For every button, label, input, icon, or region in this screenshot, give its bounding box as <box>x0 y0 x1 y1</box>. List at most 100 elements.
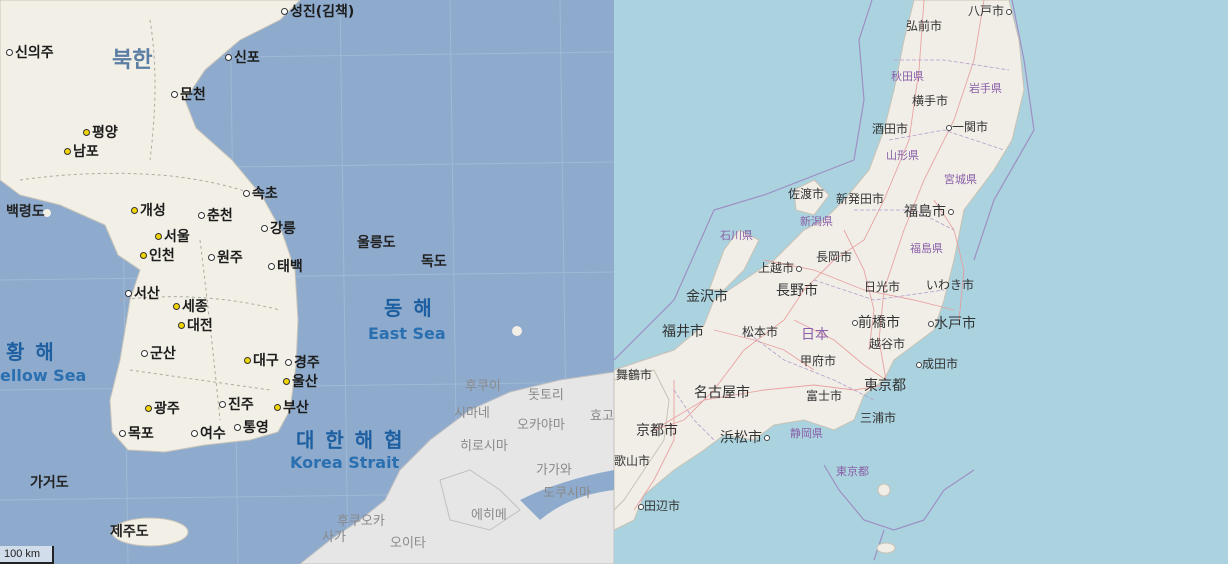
nation-label: 日本 <box>801 327 829 343</box>
region-label: 시마네 <box>454 406 490 421</box>
city-marker-icon <box>225 53 232 61</box>
city-label[interactable]: 長岡市 <box>816 250 853 264</box>
city-label[interactable]: 上越市 <box>758 262 803 274</box>
city-marker-icon <box>208 253 215 261</box>
sea-east-en: East Sea <box>368 324 446 343</box>
city-label[interactable]: 富士市 <box>806 389 843 403</box>
city-marker-icon <box>261 224 268 232</box>
city-label[interactable]: 대구 <box>244 354 279 368</box>
city-label[interactable]: 태백 <box>268 260 303 274</box>
city-label[interactable]: 개성 <box>131 204 166 218</box>
capital-marker-icon <box>145 404 152 412</box>
city-label[interactable]: 舞鶴市 <box>616 368 653 382</box>
prefecture-label: 山形県 <box>886 149 919 162</box>
city-label[interactable]: 日光市 <box>864 280 901 294</box>
city-label[interactable]: 군산 <box>141 347 176 361</box>
city-label[interactable]: 松本市 <box>742 325 779 339</box>
city-label[interactable]: 弘前市 <box>906 19 943 33</box>
city-label[interactable]: 福島市 <box>904 205 954 219</box>
city-marker-icon <box>268 262 275 270</box>
city-label[interactable]: 成田市 <box>914 358 958 370</box>
city-label[interactable]: 名古屋市 <box>694 385 750 401</box>
city-label[interactable]: 水戸市 <box>926 317 976 331</box>
city-label[interactable]: 浜松市 <box>720 431 770 445</box>
capital-marker-icon <box>64 147 71 155</box>
city-label[interactable]: 평양 <box>83 126 118 140</box>
city-label[interactable]: 속초 <box>243 187 278 201</box>
city-label[interactable]: 前橋市 <box>850 316 900 330</box>
city-marker-icon <box>243 189 250 197</box>
capital-marker-icon <box>244 356 251 364</box>
island-label: 울릉도 <box>357 235 396 251</box>
city-label[interactable]: 통영 <box>234 421 269 435</box>
city-marker-icon <box>141 349 148 357</box>
region-label: 가가와 <box>536 463 572 478</box>
region-label: 오이타 <box>390 536 426 551</box>
city-label[interactable]: 田辺市 <box>636 500 680 512</box>
city-label[interactable]: 춘천 <box>198 209 233 223</box>
city-label[interactable]: 東京都 <box>864 378 906 394</box>
city-marker-icon <box>6 48 13 56</box>
city-label[interactable]: 酒田市 <box>872 122 909 136</box>
city-label[interactable]: 金沢市 <box>686 289 728 305</box>
city-label[interactable]: 서울 <box>155 230 190 244</box>
city-label[interactable]: 八戸市 <box>968 5 1013 17</box>
island-label: 백령도 <box>6 204 45 220</box>
prefecture-label: 静岡県 <box>790 427 823 440</box>
city-label[interactable]: 신포 <box>225 51 260 65</box>
city-label[interactable]: 강릉 <box>261 222 296 236</box>
city-label[interactable]: 진주 <box>219 398 254 412</box>
city-label[interactable]: 경주 <box>285 356 320 370</box>
city-marker-icon <box>916 361 922 368</box>
city-label[interactable]: 남포 <box>64 145 99 159</box>
city-label[interactable]: いわき市 <box>926 278 975 292</box>
japan-map[interactable]: 八戸市 弘前市 秋田県 岩手県 横手市 一関市 酒田市 山形県 宮城県 佐渡市 … <box>614 0 1228 564</box>
city-label[interactable]: 성진(김책) <box>281 5 354 19</box>
capital-marker-icon <box>83 128 90 136</box>
city-label[interactable]: 여수 <box>191 427 226 441</box>
city-label[interactable]: 甲府市 <box>800 354 837 368</box>
capital-marker-icon <box>178 321 185 329</box>
city-marker-icon <box>171 90 178 98</box>
island-label: 독도 <box>421 254 447 270</box>
city-marker-icon <box>119 429 126 437</box>
city-label[interactable]: 佐渡市 <box>788 187 825 201</box>
city-label[interactable]: 京都市 <box>636 423 678 439</box>
city-label[interactable]: 福井市 <box>662 324 704 340</box>
city-label[interactable]: 越谷市 <box>869 337 906 351</box>
strait-en: Korea Strait <box>290 453 400 472</box>
city-label[interactable]: 부산 <box>274 401 309 415</box>
region-label: 사가 <box>322 530 346 545</box>
city-marker-icon <box>191 429 198 437</box>
city-label[interactable]: 원주 <box>208 251 243 265</box>
city-label[interactable]: 歌山市 <box>614 454 651 468</box>
city-marker-icon <box>852 320 858 326</box>
city-label[interactable]: 세종 <box>173 300 208 314</box>
city-marker-icon <box>948 209 954 215</box>
city-label[interactable]: 인천 <box>140 249 175 263</box>
city-label[interactable]: 신의주 <box>6 46 54 60</box>
korea-map[interactable]: 북한 동 해 East Sea 황 해 ellow Sea 대 한 해 협 Ko… <box>0 0 614 564</box>
prefecture-label: 新潟県 <box>800 215 833 228</box>
capital-marker-icon <box>283 377 290 385</box>
region-label: 히로시마 <box>460 439 508 454</box>
city-label[interactable]: 長野市 <box>776 283 818 299</box>
city-label[interactable]: 목포 <box>119 427 154 441</box>
city-label[interactable]: 三浦市 <box>860 411 897 425</box>
city-label[interactable]: 新発田市 <box>836 192 885 206</box>
prefecture-label: 岩手県 <box>969 82 1002 95</box>
city-marker-icon <box>764 435 770 441</box>
city-label[interactable]: 대전 <box>178 319 213 333</box>
city-marker-icon <box>796 265 803 272</box>
city-marker-icon <box>928 321 934 327</box>
region-label: 도쿠시마 <box>543 486 591 501</box>
city-label[interactable]: 서산 <box>125 287 160 301</box>
city-label[interactable]: 문천 <box>171 88 206 102</box>
city-label[interactable]: 울산 <box>283 375 318 389</box>
city-label[interactable]: 광주 <box>145 402 180 416</box>
city-label[interactable]: 一関市 <box>944 121 988 133</box>
capital-marker-icon <box>155 232 162 240</box>
city-label[interactable]: 横手市 <box>912 94 949 108</box>
scale-bar: 100 km <box>0 546 54 564</box>
korea-map-base <box>0 0 614 564</box>
